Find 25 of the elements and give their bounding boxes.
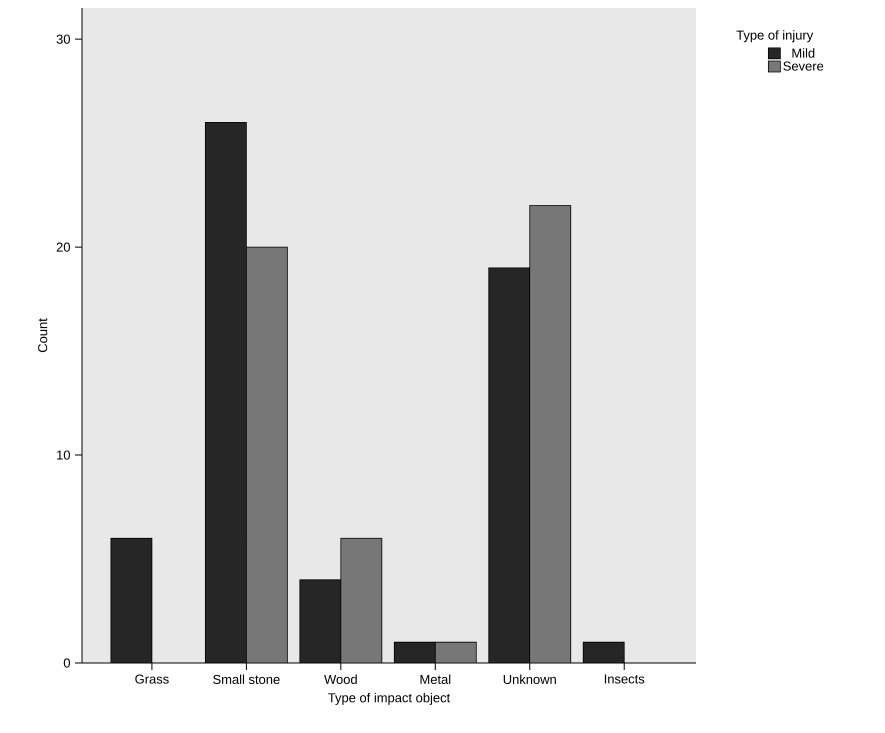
- legend-title: Type of injury: [736, 30, 814, 42]
- bar: [204, 122, 247, 663]
- bar: [529, 205, 572, 663]
- x-tick-label: Insects: [604, 674, 644, 684]
- y-tick-label: 0: [64, 658, 70, 668]
- bar: [394, 642, 436, 663]
- bar: [340, 538, 382, 663]
- bar: [246, 246, 288, 663]
- x-tick-label: Metal: [420, 674, 450, 684]
- legend-label: Mild: [792, 48, 814, 58]
- bar: [434, 642, 477, 663]
- bar: [299, 579, 342, 663]
- x-tick-label: Small stone: [213, 674, 280, 684]
- bar: [110, 538, 152, 663]
- y-tick-label: 10: [57, 450, 70, 460]
- legend-label: Severe: [783, 61, 824, 71]
- x-tick-label: Wood: [324, 674, 357, 684]
- y-tick-label: 20: [56, 242, 70, 252]
- bar: [582, 642, 625, 663]
- x-tick-label: Grass: [135, 674, 169, 684]
- bar: [488, 268, 530, 663]
- x-axis-title: Type of impact object: [328, 692, 450, 705]
- y-tick-label: 30: [56, 34, 70, 44]
- y-axis-title: Count: [38, 318, 48, 352]
- x-tick-label: Unknown: [504, 674, 556, 684]
